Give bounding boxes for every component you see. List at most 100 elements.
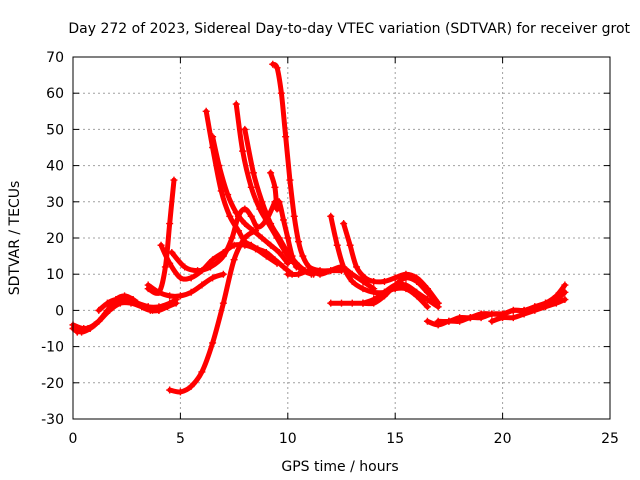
data-point: [219, 299, 227, 307]
data-point: [488, 310, 496, 318]
series-arc18: [340, 220, 442, 307]
data-point: [168, 248, 176, 256]
data-point: [247, 212, 255, 220]
y-tick-label: 40: [46, 159, 64, 175]
data-point: [144, 281, 152, 289]
data-point: [340, 220, 348, 228]
data-point: [456, 314, 464, 322]
axis-ticks: 0 5 10 15 20 25 -30 -20 -10 0 10 20 30 40 50 60 70: [41, 50, 619, 447]
data-point: [219, 270, 227, 278]
data-point: [267, 241, 275, 249]
data-point: [234, 227, 242, 235]
data-point: [258, 198, 266, 206]
data-point: [157, 241, 165, 249]
data-point: [267, 169, 275, 177]
data-point: [228, 234, 236, 242]
data-point: [520, 310, 528, 318]
series-arc4: [95, 296, 180, 314]
data-point: [423, 296, 431, 304]
series-trace: [167, 228, 259, 395]
data-point: [166, 299, 174, 307]
data-point: [275, 198, 283, 206]
data-point: [380, 277, 388, 285]
data-point: [239, 147, 247, 155]
data-point: [187, 274, 195, 282]
series-arc14: [267, 169, 300, 271]
data-point: [241, 220, 249, 228]
data-series: [69, 60, 569, 396]
x-tick-label: 15: [386, 431, 404, 447]
data-point: [106, 306, 114, 314]
data-point: [333, 241, 341, 249]
data-point: [380, 288, 388, 296]
data-point: [509, 306, 517, 314]
data-point: [361, 274, 369, 282]
data-point: [232, 209, 240, 217]
data-point: [181, 263, 189, 271]
data-point: [215, 162, 223, 170]
data-point: [413, 288, 421, 296]
data-point: [187, 382, 195, 390]
data-point: [206, 263, 214, 271]
data-point: [95, 317, 103, 325]
data-point: [166, 220, 174, 228]
data-point: [198, 281, 206, 289]
data-point: [176, 292, 184, 300]
data-point: [166, 259, 174, 267]
y-tick-label: 20: [46, 231, 64, 247]
y-tick-label: 70: [46, 50, 64, 66]
data-point: [144, 303, 152, 311]
series-trace: [467, 289, 568, 321]
series-arc7: [144, 270, 227, 300]
data-point: [542, 303, 550, 311]
data-point: [84, 325, 92, 332]
data-point: [112, 296, 120, 304]
data-point: [95, 306, 103, 314]
data-point: [466, 314, 474, 322]
data-point: [254, 245, 262, 253]
y-tick-label: 30: [46, 195, 64, 211]
data-point: [273, 64, 281, 72]
data-point: [292, 263, 300, 271]
data-point: [346, 241, 354, 249]
x-axis-label: GPS time / hours: [281, 459, 398, 475]
series-arc24: [488, 296, 569, 325]
y-tick-label: 60: [46, 86, 64, 102]
data-point: [488, 317, 496, 325]
series-arc5: [144, 176, 178, 296]
data-point: [277, 89, 285, 97]
data-point: [338, 299, 345, 307]
data-point: [561, 288, 569, 296]
data-point: [370, 296, 378, 304]
data-point: [295, 238, 303, 246]
data-point: [209, 256, 217, 264]
data-point: [194, 267, 202, 275]
data-point: [327, 267, 335, 275]
data-point: [359, 299, 367, 307]
data-point: [161, 263, 169, 271]
data-point: [499, 314, 507, 322]
data-point: [509, 314, 517, 322]
data-point: [391, 274, 399, 282]
series-arc11: [209, 133, 292, 267]
data-point: [434, 317, 442, 325]
data-point: [445, 317, 453, 325]
data-point: [286, 176, 294, 184]
data-point: [224, 191, 232, 199]
data-point: [359, 285, 367, 293]
data-point: [241, 205, 249, 213]
data-point: [275, 248, 283, 256]
data-point: [316, 270, 324, 278]
x-tick-label: 20: [494, 431, 512, 447]
y-tick-label: 50: [46, 122, 64, 138]
data-point: [284, 234, 292, 242]
data-point: [209, 274, 217, 282]
data-point: [198, 368, 206, 376]
data-point: [271, 256, 279, 264]
y-tick-label: -10: [41, 340, 64, 356]
data-point: [219, 252, 227, 260]
data-point: [290, 212, 298, 220]
data-point: [271, 183, 279, 191]
x-tick-label: 10: [279, 431, 297, 447]
